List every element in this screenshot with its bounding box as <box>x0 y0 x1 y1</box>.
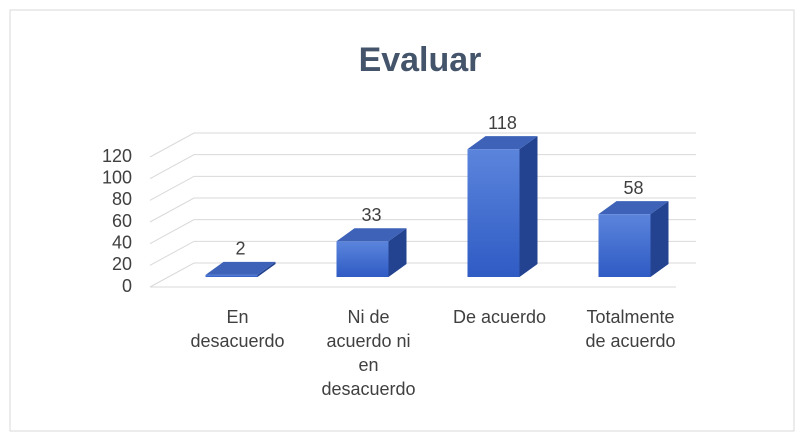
bar-side <box>388 228 407 277</box>
y-tick-label: 120 <box>102 146 132 166</box>
data-label: 2 <box>235 239 245 259</box>
x-tick-label: Totalmente de acuerdo <box>585 307 676 351</box>
bar <box>467 149 520 277</box>
y-tick-label: 40 <box>112 232 132 252</box>
data-label: 33 <box>361 205 381 225</box>
x-tick-label: Ni de acuerdo ni en desacuerdo <box>321 307 416 399</box>
y-tick-label: 20 <box>112 254 132 274</box>
bar-side <box>519 136 538 277</box>
y-tick-label: 60 <box>112 211 132 231</box>
data-label: 118 <box>488 113 517 133</box>
bar-top <box>205 261 276 275</box>
bar-side <box>257 261 276 277</box>
y-tick-label: 0 <box>122 276 132 296</box>
x-tick-label: De acuerdo <box>452 307 547 327</box>
bar-side <box>650 201 669 277</box>
bar-top <box>467 136 538 150</box>
y-tick-label: 100 <box>102 167 132 187</box>
chart-title: Evaluar <box>359 41 482 79</box>
y-tick-label: 80 <box>112 189 132 209</box>
data-label: 58 <box>623 178 643 198</box>
bar <box>598 214 651 277</box>
x-tick-label: En desacuerdo <box>190 307 285 351</box>
bar <box>205 274 258 277</box>
grid-line <box>149 132 696 158</box>
bar <box>336 241 389 277</box>
bar-top <box>598 201 669 215</box>
bar-top <box>336 228 407 242</box>
